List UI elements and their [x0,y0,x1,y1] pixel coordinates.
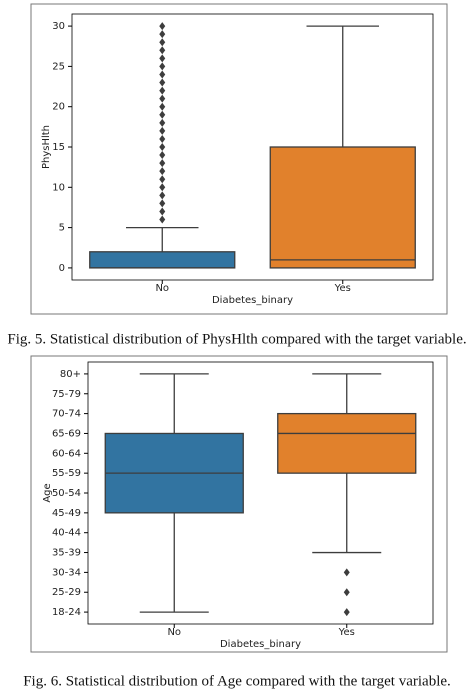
y-tick-label: 30-34 [52,567,81,578]
y-tick-label: 50-54 [52,488,81,499]
x-tick-label: No [167,627,181,638]
outlier [343,568,350,577]
y-tick-label: 70-74 [52,409,81,420]
outlier [159,159,166,168]
y-tick-label: 65-69 [52,428,81,439]
outlier [159,191,166,200]
outlier [159,167,166,176]
outlier [159,78,166,87]
y-tick-label: 55-59 [52,468,81,479]
y-tick-label: 20 [52,102,65,113]
y-tick-label: 5 [59,223,65,234]
outlier [159,118,166,127]
outlier [159,151,166,160]
y-tick-label: 45-49 [52,508,81,519]
y-tick-label: 60-64 [52,448,81,459]
y-tick-label: 10 [52,182,65,193]
outlier [159,207,166,216]
outlier [159,199,166,208]
y-tick-label: 15 [52,142,65,153]
x-axis-label: Diabetes_binary [212,295,293,306]
x-tick-label: Yes [334,283,351,294]
outlier [159,30,166,39]
outlier [159,62,166,71]
outlier [159,183,166,192]
outlier [159,86,166,95]
outlier [159,175,166,184]
figure-border [30,355,448,653]
y-tick-label: 80+ [60,369,81,380]
y-tick-label: 0 [59,263,65,274]
figure-border [30,3,448,315]
caption: Fig. 5. Statistical distribution of Phys… [7,331,466,347]
outlier [159,94,166,103]
outlier [159,143,166,151]
outlier [159,215,166,224]
y-tick-label: 18-24 [52,607,81,618]
outlier [159,134,166,143]
y-tick-label: 35-39 [52,548,81,559]
x-tick-label: No [155,283,169,294]
y-tick-label: 75-79 [52,389,81,400]
outlier [343,588,350,597]
y-axis-label: Age [42,483,53,502]
y-tick-label: 25-29 [52,587,81,598]
box [269,146,416,269]
outlier [343,608,350,617]
x-tick-label: Yes [338,627,355,638]
outlier [159,54,166,63]
y-tick-label: 30 [52,21,65,32]
box [277,412,417,474]
y-tick-label: 25 [52,61,65,72]
outlier [159,102,166,111]
outlier [159,70,166,79]
outlier [159,46,166,55]
box [89,251,236,269]
outlier [159,126,166,135]
y-axis-label: PhysHlth [41,125,52,169]
outlier [159,38,166,47]
outlier [159,22,166,31]
x-axis-label: Diabetes_binary [220,639,301,650]
outlier [159,110,166,119]
caption: Fig. 6. Statistical distribution of Age … [23,673,451,689]
y-tick-label: 40-44 [52,528,81,539]
